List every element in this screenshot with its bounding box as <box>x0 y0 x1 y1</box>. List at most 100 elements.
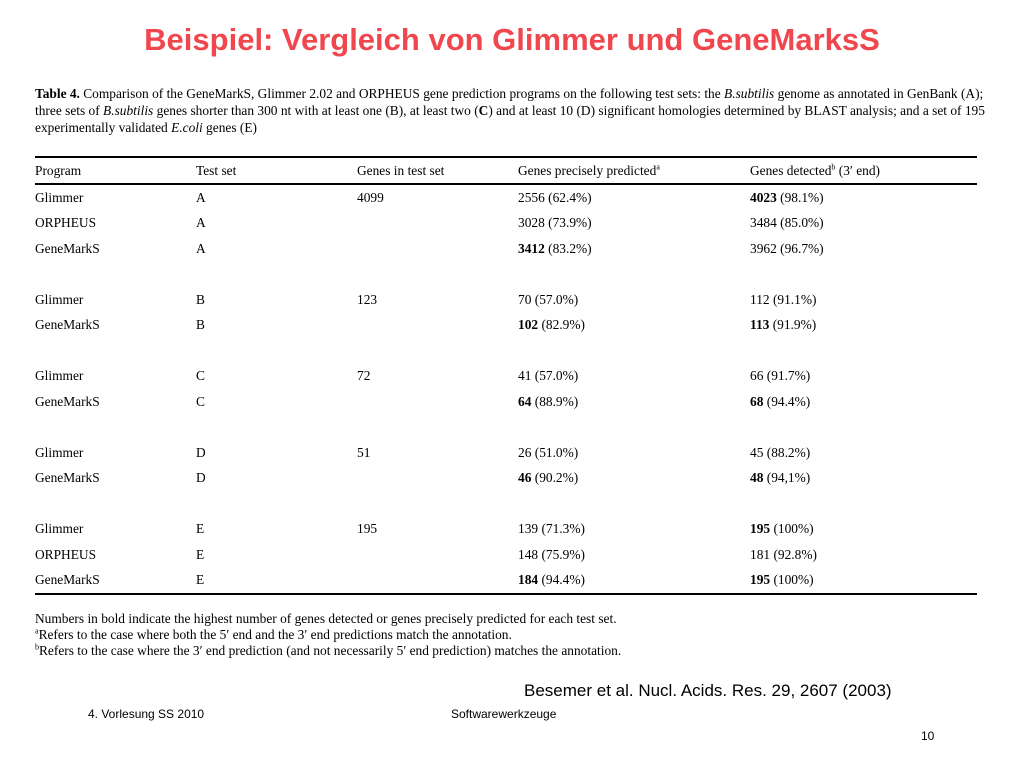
caption-text: Comparison of the GeneMarkS, Glimmer 2.0… <box>79 86 725 101</box>
cell-count: 64 <box>518 393 532 409</box>
header-label: Genes detected <box>750 162 832 178</box>
group-spacer <box>35 338 977 364</box>
cell-genes-detected: 3484 (85.0%) <box>750 215 977 231</box>
caption-text: genes (E) <box>202 120 257 135</box>
cell-program: GeneMarkS <box>35 572 100 588</box>
cell-program: Glimmer <box>35 521 84 537</box>
cell-count: 4023 <box>750 189 777 205</box>
table-notes: Numbers in bold indicate the highest num… <box>35 611 985 659</box>
cell-program: Glimmer <box>35 189 84 205</box>
cell-genes-in-test-set: 4099 <box>357 189 384 205</box>
cell-count: 139 <box>518 521 539 537</box>
cell-genes-detected: 4023 (98.1%) <box>750 190 977 206</box>
cell-percent: (94.4%) <box>763 393 811 409</box>
cell-genes-precisely-predicted: 41 (57.0%) <box>518 368 750 384</box>
cell-percent: (85.0%) <box>776 215 824 231</box>
cell-test-set: E <box>196 572 205 588</box>
cell-genes-in-test-set: 195 <box>357 521 378 537</box>
note-text: Refers to the case where both the 5′ end… <box>38 627 512 642</box>
header-genes-precisely-predicted: Genes precisely predicteda <box>518 163 750 179</box>
cell-test-set: B <box>196 317 205 333</box>
header-genes-detected: Genes detectedb (3′ end) <box>750 163 977 179</box>
table-row: Glimmer A 4099 2556 (62.4%) 4023 (98.1%) <box>35 185 977 211</box>
cell-test-set: A <box>196 215 206 231</box>
table-row: Glimmer E 195 139 (71.3%) 195 (100%) <box>35 517 977 543</box>
note-bold: Numbers in bold indicate the highest num… <box>35 611 617 626</box>
cell-genes-detected: 66 (91.7%) <box>750 368 977 384</box>
cell-genes-detected: 181 (92.8%) <box>750 547 977 563</box>
footer-lecture: 4. Vorlesung SS 2010 <box>88 707 205 721</box>
cell-test-set: E <box>196 521 205 537</box>
cell-percent: (51.0%) <box>531 444 579 460</box>
cell-program: ORPHEUS <box>35 215 97 231</box>
header-genes-in-test-set: Genes in test set <box>357 162 445 178</box>
cell-genes-detected: 112 (91.1%) <box>750 292 977 308</box>
table-row: GeneMarkS D 46 (90.2%) 48 (94,1%) <box>35 466 977 492</box>
cell-percent: (83.2%) <box>544 240 592 256</box>
cell-percent: (96.7%) <box>776 240 824 256</box>
cell-percent: (73.9%) <box>544 215 592 231</box>
cell-percent: (71.3%) <box>538 521 585 537</box>
cell-percent: (90.2%) <box>531 470 579 486</box>
note-a: aRefers to the case where both the 5′ en… <box>35 627 985 643</box>
cell-genes-in-test-set: 51 <box>357 444 371 460</box>
cell-count: 66 <box>750 368 764 384</box>
cell-test-set: C <box>196 393 205 409</box>
cell-test-set: D <box>196 444 206 460</box>
table-row: GeneMarkS E 184 (94.4%) 195 (100%) <box>35 568 977 594</box>
cell-genes-detected: 45 (88.2%) <box>750 445 977 461</box>
header-test-set: Test set <box>196 162 237 178</box>
cell-count: 48 <box>750 470 764 486</box>
cell-program: GeneMarkS <box>35 470 100 486</box>
cell-test-set: C <box>196 368 205 384</box>
cell-program: GeneMarkS <box>35 240 100 256</box>
caption-species: B.subtilis <box>103 103 154 118</box>
cell-percent: (57.0%) <box>531 368 579 384</box>
cell-test-set: D <box>196 470 206 486</box>
note-text: Refers to the case where the 3′ end pred… <box>39 643 622 658</box>
cell-program: Glimmer <box>35 291 84 307</box>
cell-test-set: B <box>196 291 205 307</box>
cell-test-set: E <box>196 546 205 562</box>
footer-course: Softwarewerkzeuge <box>451 707 557 721</box>
cell-count: 70 <box>518 291 532 307</box>
cell-count: 3484 <box>750 215 777 231</box>
caption-species: E.coli <box>171 120 203 135</box>
cell-count: 46 <box>518 470 532 486</box>
cell-count: 2556 <box>518 189 545 205</box>
footnote-marker: b <box>35 642 39 652</box>
cell-percent: (98.1%) <box>776 189 824 205</box>
cell-percent: (92.8%) <box>770 546 817 562</box>
caption-set-label: C <box>478 103 489 118</box>
cell-genes-detected: 113 (91.9%) <box>750 317 977 333</box>
caption-species: B.subtilis <box>724 86 775 101</box>
cell-percent: (57.0%) <box>531 291 579 307</box>
group-spacer <box>35 415 977 441</box>
cell-program: ORPHEUS <box>35 546 97 562</box>
cell-genes-precisely-predicted: 3412 (83.2%) <box>518 241 750 257</box>
cell-percent: (94.4%) <box>538 572 585 588</box>
table-row: GeneMarkS C 64 (88.9%) 68 (94.4%) <box>35 389 977 415</box>
cell-genes-precisely-predicted: 46 (90.2%) <box>518 470 750 486</box>
cell-percent: (75.9%) <box>538 546 585 562</box>
cell-genes-precisely-predicted: 184 (94.4%) <box>518 572 750 588</box>
cell-percent: (82.9%) <box>538 317 585 333</box>
note-b: bRefers to the case where the 3′ end pre… <box>35 643 985 659</box>
table-row: Glimmer D 51 26 (51.0%) 45 (88.2%) <box>35 440 977 466</box>
table-row: ORPHEUS A 3028 (73.9%) 3484 (85.0%) <box>35 211 977 237</box>
cell-genes-detected: 3962 (96.7%) <box>750 241 977 257</box>
cell-count: 148 <box>518 546 539 562</box>
cell-percent: (91.7%) <box>763 368 811 384</box>
cell-program: GeneMarkS <box>35 393 100 409</box>
footnote-marker: b <box>831 162 836 172</box>
cell-count: 3028 <box>518 215 545 231</box>
cell-genes-precisely-predicted: 26 (51.0%) <box>518 445 750 461</box>
cell-count: 3962 <box>750 240 777 256</box>
cell-program: Glimmer <box>35 444 84 460</box>
cell-genes-detected: 68 (94.4%) <box>750 394 977 410</box>
cell-count: 26 <box>518 444 532 460</box>
cell-count: 45 <box>750 444 764 460</box>
table-caption: Table 4. Comparison of the GeneMarkS, Gl… <box>35 85 985 136</box>
cell-count: 41 <box>518 368 532 384</box>
header-label: Genes precisely predicted <box>518 162 657 178</box>
